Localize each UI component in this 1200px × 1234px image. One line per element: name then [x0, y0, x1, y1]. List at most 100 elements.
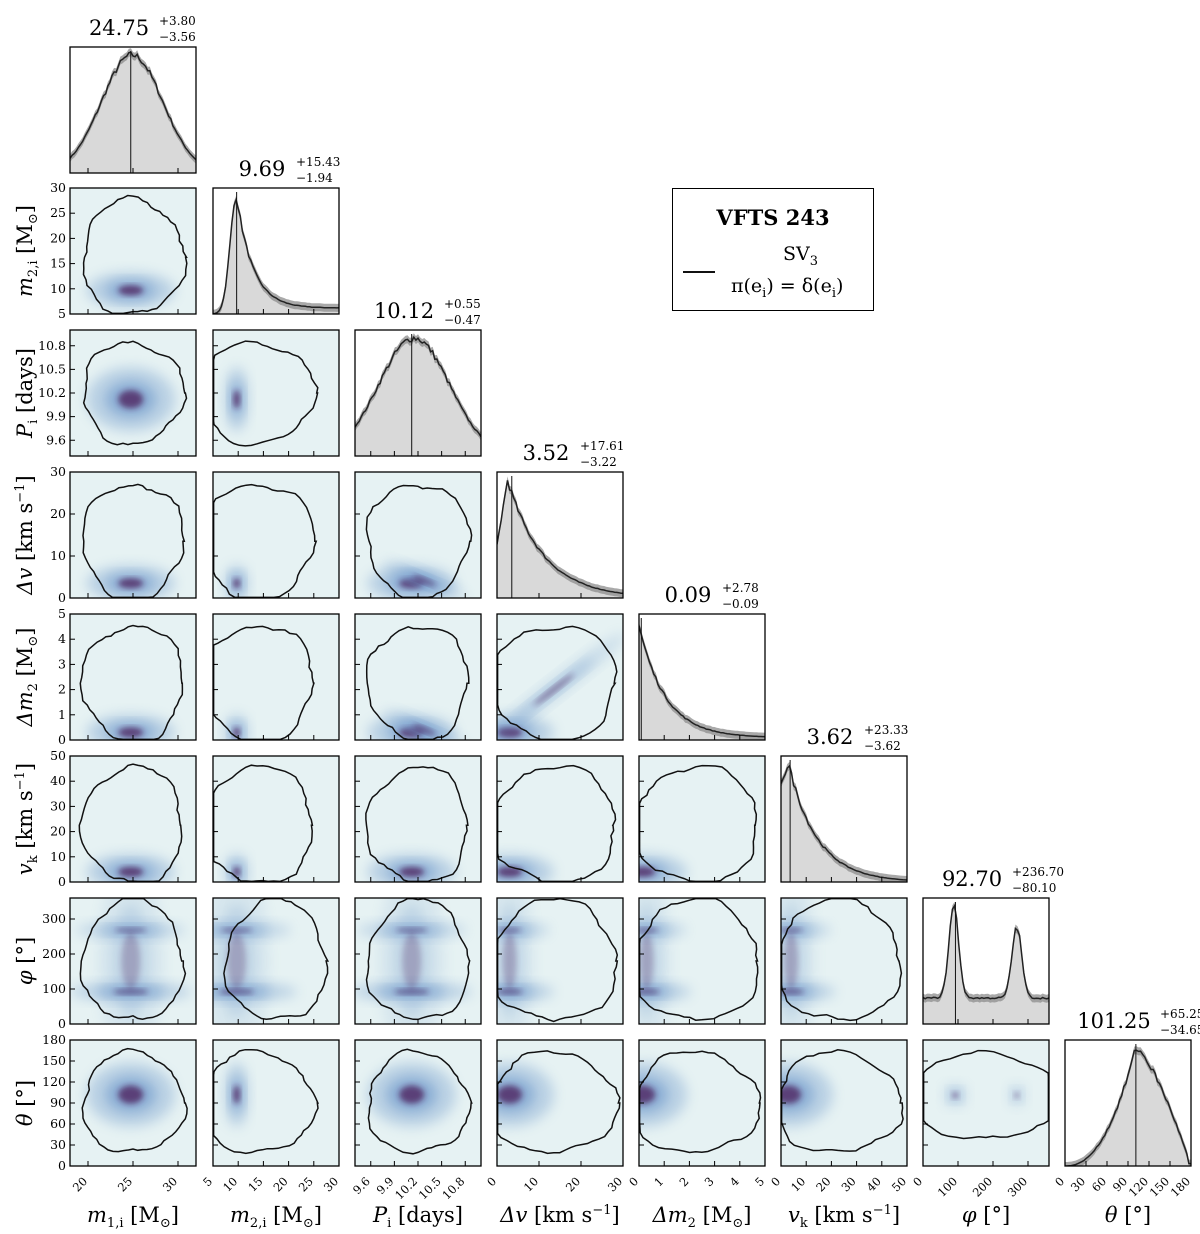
density-panel-m1i-vs-dv [69, 471, 197, 599]
y-tick-label: 180 [42, 1032, 66, 1047]
x-tick-label: 10 [788, 1174, 808, 1194]
contour-line [78, 763, 183, 882]
density-panel-Pi-vs-dm2 [354, 613, 482, 741]
y-tick-label: 5 [58, 306, 66, 321]
panel-frame [212, 897, 340, 1025]
legend-line-swatch [683, 271, 715, 273]
y-axis-label-dm2: Δm2 [M⊙] [13, 628, 41, 728]
y-axis-label-vk: vk [km s−1] [13, 763, 41, 875]
density-core [784, 932, 798, 990]
summary-plus-theta: +65.25 [1160, 1007, 1200, 1021]
density-core [233, 866, 241, 878]
panel-frame [638, 755, 766, 883]
histogram-band [923, 901, 1049, 1003]
y-tick-label: 10.8 [38, 338, 66, 353]
density-core [402, 932, 422, 990]
histogram-line [639, 625, 765, 738]
x-axis-label-Pi: Pi [days] [372, 1203, 463, 1231]
panel-frame [780, 755, 908, 883]
density-core [121, 932, 141, 990]
summary-minus-vk: −3.62 [864, 739, 901, 753]
y-tick-label: 90 [50, 1095, 66, 1110]
x-tick-label: 10 [521, 1174, 541, 1194]
summary-minus-dv: −3.22 [580, 455, 617, 469]
legend: VFTS 243 SV3 π(ei) = δ(ei) [672, 188, 874, 311]
y-tick-label: 120 [42, 1074, 66, 1089]
density-core [233, 1085, 241, 1104]
histogram-panel-m1i [69, 46, 197, 174]
panel-frame [638, 897, 766, 1025]
x-tick-label: 30 [321, 1174, 341, 1194]
y-tick-label: 2 [58, 682, 66, 697]
summary-m1i: 24.75 [89, 16, 149, 40]
x-tick-label: 30 [160, 1174, 180, 1194]
x-tick-label: 2 [676, 1174, 691, 1189]
y-tick-label: 0 [58, 1016, 66, 1031]
x-tick-label: 1 [651, 1174, 666, 1189]
density-panel-m1i-vs-m2i [69, 187, 197, 315]
y-tick-label: 50 [50, 748, 66, 763]
contour-line [79, 624, 184, 740]
density-core [233, 727, 241, 738]
panel-frame [212, 187, 340, 315]
panel-frame [496, 755, 624, 883]
histogram-line [355, 335, 481, 438]
density-panel-m1i-vs-phi [69, 897, 197, 1025]
x-tick-label: 30 [605, 1174, 625, 1194]
x-tick-label: 5 [200, 1174, 215, 1189]
contour-line [79, 898, 187, 1020]
y-tick-label: 0 [58, 874, 66, 889]
density-panel-Pi-vs-vk [354, 755, 482, 883]
y-tick-label: 9.6 [46, 432, 66, 447]
density-panel-vk-vs-phi [780, 897, 908, 1025]
y-tick-label: 20 [50, 506, 66, 521]
y-tick-label: 4 [58, 631, 66, 646]
y-tick-label: 0 [58, 590, 66, 605]
legend-prior-label: π(ei) = δ(ei) [731, 275, 844, 301]
density-panel-dm2-vs-vk [638, 755, 766, 883]
summary-minus-Pi: −0.47 [444, 313, 481, 327]
y-axis-label-Pi: Pi [days] [13, 348, 41, 439]
x-tick-label: 20 [813, 1174, 833, 1194]
density-panel-Pi-vs-theta [354, 1039, 482, 1167]
x-tick-label: 50 [889, 1174, 909, 1194]
density-core [118, 578, 144, 589]
summary-plus-dv: +17.61 [580, 439, 624, 453]
panel-frame [496, 897, 624, 1025]
histogram-panel-dm2 [638, 613, 766, 741]
panel-frame [212, 755, 340, 883]
summary-plus-phi: +236.70 [1012, 865, 1064, 879]
x-tick-label: 180 [1168, 1174, 1193, 1199]
panel-background [923, 1040, 1049, 1166]
x-tick-label: 150 [1147, 1174, 1172, 1199]
x-tick-label: 4 [727, 1174, 742, 1189]
contour-line [365, 766, 469, 882]
x-tick-label: 10 [220, 1174, 240, 1194]
density-core [497, 866, 523, 878]
density-core [118, 727, 144, 738]
y-axis-label-dv: Δv [km s−1] [13, 475, 37, 595]
y-tick-label: 60 [50, 1116, 66, 1131]
y-tick-label: 100 [42, 981, 66, 996]
y-tick-label: 10.2 [38, 385, 66, 400]
density-panel-m1i-vs-dm2 [69, 613, 197, 741]
histogram-fill [497, 480, 623, 598]
density-core [502, 932, 517, 990]
density-core [412, 724, 436, 736]
y-tick-label: 3 [58, 656, 66, 671]
summary-minus-theta: −34.65 [1160, 1023, 1200, 1037]
density-core [227, 932, 246, 990]
histogram-line [70, 51, 196, 161]
x-tick-label: 20 [563, 1174, 583, 1194]
summary-plus-dm2: +2.78 [722, 581, 759, 595]
x-axis-label-m2i: m2,i [M⊙] [230, 1203, 322, 1231]
density-panel-dv-vs-vk [496, 755, 624, 883]
density-core [399, 1085, 425, 1104]
x-tick-label: 120 [1126, 1174, 1151, 1199]
density-panel-dv-vs-dm2 [496, 613, 624, 741]
x-tick-label: 200 [970, 1174, 995, 1199]
histogram-fill [70, 52, 196, 173]
histogram-line [923, 903, 1049, 1000]
histogram-line [781, 764, 907, 881]
summary-theta: 101.25 [1077, 1009, 1150, 1033]
